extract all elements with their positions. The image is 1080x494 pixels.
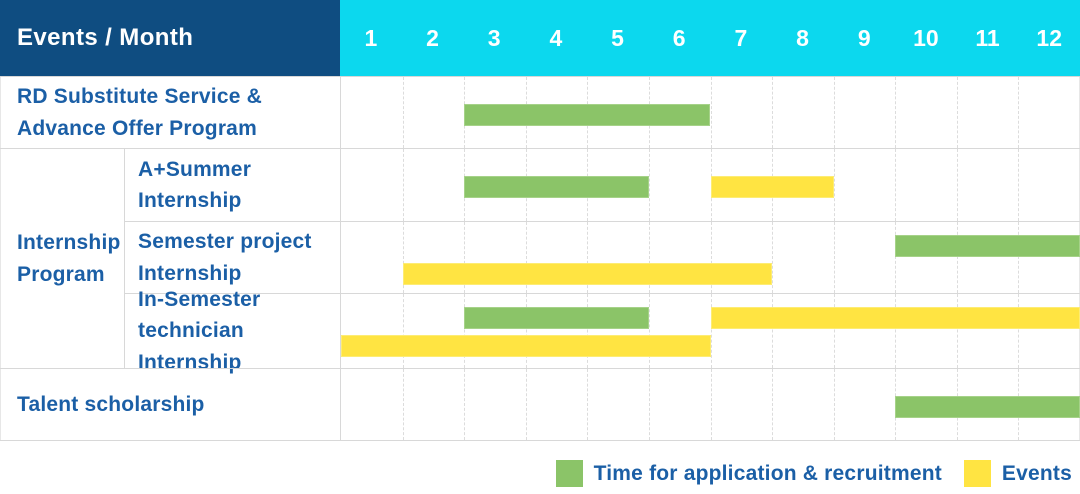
month-label: 6 bbox=[672, 24, 686, 51]
month-grid-line bbox=[833, 294, 835, 368]
row-chart-area bbox=[340, 221, 1080, 293]
row-label: Semester project Internship bbox=[124, 221, 340, 293]
legend: Time for application & recruitment Event… bbox=[555, 460, 1072, 487]
row-chart-area bbox=[340, 148, 1080, 221]
month-grid-line bbox=[648, 369, 650, 440]
month-grid-line bbox=[587, 294, 589, 368]
bar-event bbox=[710, 307, 1080, 329]
row-group-label: Internship Program bbox=[0, 148, 124, 368]
legend-item-application: Time for application & recruitment bbox=[555, 460, 942, 487]
month-label: 5 bbox=[611, 24, 624, 51]
month-grid-line bbox=[833, 77, 835, 148]
month-label: 9 bbox=[857, 24, 871, 51]
month-grid-line bbox=[710, 222, 712, 293]
month-grid-line bbox=[895, 149, 897, 221]
month-grid-line bbox=[833, 369, 835, 440]
month-grid-line bbox=[464, 222, 466, 293]
month-grid-line bbox=[895, 222, 897, 293]
month-grid-line bbox=[402, 222, 404, 293]
month-label: 3 bbox=[487, 24, 501, 51]
month-header-row: 1 2 3 4 5 6 7 8 9 10 11 12 bbox=[340, 0, 1080, 76]
month-grid-line bbox=[464, 294, 466, 368]
month-grid-line bbox=[648, 294, 650, 368]
month-grid-line bbox=[1018, 294, 1020, 368]
month-grid-line bbox=[772, 222, 774, 293]
corner-header-cell: Events / Month bbox=[0, 0, 340, 76]
bar-event bbox=[341, 335, 711, 357]
bar-application bbox=[895, 235, 1080, 257]
bar-application bbox=[895, 395, 1080, 418]
month-grid-line bbox=[648, 222, 650, 293]
bar-application bbox=[464, 176, 649, 198]
month-grid-line bbox=[710, 77, 712, 148]
month-grid-line bbox=[402, 77, 404, 148]
month-label: 12 bbox=[1036, 24, 1063, 51]
month-label: 7 bbox=[734, 24, 748, 51]
month-label: 4 bbox=[549, 24, 563, 51]
month-grid-line bbox=[710, 294, 712, 368]
month-grid-line bbox=[525, 294, 527, 368]
month-label: 1 bbox=[364, 24, 378, 51]
month-grid-line bbox=[525, 222, 527, 293]
month-grid-line bbox=[587, 369, 589, 440]
bar-event bbox=[710, 176, 834, 198]
month-grid-line bbox=[587, 222, 589, 293]
legend-label-application: Time for application & recruitment bbox=[593, 461, 942, 485]
legend-label-events: Events bbox=[1001, 461, 1072, 485]
row-chart-area bbox=[340, 293, 1080, 368]
month-grid-line bbox=[402, 149, 404, 221]
month-label: 10 bbox=[913, 24, 939, 51]
month-grid-line bbox=[956, 77, 958, 148]
month-grid-line bbox=[710, 369, 712, 440]
month-grid-line bbox=[833, 149, 835, 221]
bar-application bbox=[464, 307, 649, 329]
application-swatch-icon bbox=[555, 460, 583, 487]
corner-header-label: Events / Month bbox=[17, 24, 194, 51]
table-header-row: Events / Month 1 2 3 4 5 6 7 8 9 10 11 12 bbox=[0, 0, 1080, 76]
month-grid-line bbox=[525, 369, 527, 440]
month-grid-line bbox=[772, 369, 774, 440]
row-label: In-Semester technician Internship bbox=[124, 288, 340, 374]
month-grid-line bbox=[1018, 77, 1020, 148]
bar-event bbox=[402, 263, 773, 285]
month-grid-line bbox=[895, 294, 897, 368]
month-grid-line bbox=[956, 222, 958, 293]
month-grid-line bbox=[833, 222, 835, 293]
row-label: A+Summer Internship bbox=[124, 148, 340, 221]
month-grid-line bbox=[956, 149, 958, 221]
row-label: Talent scholarship bbox=[0, 368, 340, 440]
month-label: 11 bbox=[975, 24, 1000, 51]
month-label: 2 bbox=[426, 24, 439, 51]
month-grid-line bbox=[956, 294, 958, 368]
month-grid-line bbox=[1018, 149, 1020, 221]
month-label: 8 bbox=[796, 24, 809, 51]
legend-item-events: Events bbox=[963, 460, 1072, 487]
row-chart-area bbox=[340, 368, 1080, 440]
month-grid-line bbox=[895, 77, 897, 148]
month-grid-line bbox=[402, 369, 404, 440]
gantt-body: RD Substitute Service & Advance Offer Pr… bbox=[0, 76, 1080, 441]
row-label: RD Substitute Service & Advance Offer Pr… bbox=[0, 76, 340, 148]
month-grid-line bbox=[648, 149, 650, 221]
bar-application bbox=[464, 103, 711, 126]
month-grid-line bbox=[464, 369, 466, 440]
row-chart-area bbox=[340, 76, 1080, 148]
month-grid-line bbox=[772, 77, 774, 148]
month-grid-line bbox=[772, 294, 774, 368]
month-grid-line bbox=[1018, 222, 1020, 293]
events-swatch-icon bbox=[963, 460, 991, 487]
month-grid-line bbox=[402, 294, 404, 368]
